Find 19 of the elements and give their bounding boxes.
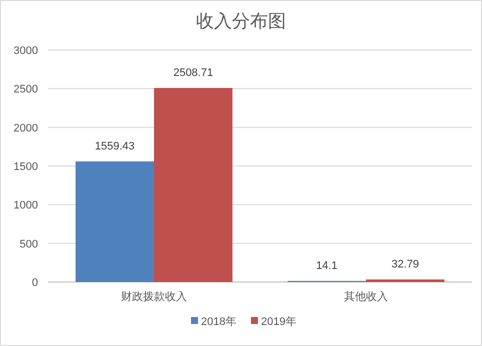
data-label: 2508.71 bbox=[173, 66, 214, 79]
legend-label: 2019年 bbox=[261, 316, 296, 328]
y-tick-label: 2500 bbox=[14, 84, 38, 96]
y-tick-label: 500 bbox=[20, 238, 38, 250]
y-tick-label: 0 bbox=[32, 277, 38, 289]
bar bbox=[366, 279, 444, 282]
chart-title: 收入分布图 bbox=[196, 11, 286, 31]
y-tick-label: 1000 bbox=[14, 200, 38, 212]
bar bbox=[76, 161, 154, 282]
x-tick-label: 财政拨款收入 bbox=[121, 290, 187, 303]
bar bbox=[154, 88, 232, 282]
data-label: 32.79 bbox=[391, 258, 419, 270]
x-tick-label: 其他收入 bbox=[344, 290, 388, 303]
y-tick-label: 2000 bbox=[14, 122, 38, 134]
data-label: 1559.43 bbox=[94, 140, 135, 152]
y-tick-label: 3000 bbox=[14, 45, 38, 57]
legend-label: 2018年 bbox=[201, 316, 236, 328]
data-label: 14.1 bbox=[316, 260, 338, 272]
y-tick-label: 1500 bbox=[14, 161, 38, 173]
